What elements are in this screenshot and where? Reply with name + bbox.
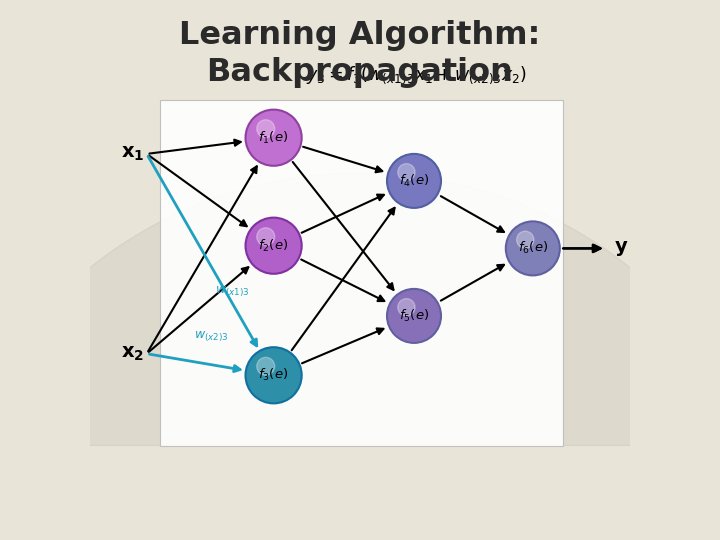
Circle shape [387,154,441,208]
Circle shape [397,164,415,181]
Text: $f_1(e)$: $f_1(e)$ [258,130,289,146]
Circle shape [517,231,534,248]
Circle shape [257,357,275,375]
Text: $f_3(e)$: $f_3(e)$ [258,367,289,383]
Text: $f_4(e)$: $f_4(e)$ [399,173,429,189]
Circle shape [257,228,275,246]
Text: $\mathbf{y}$: $\mathbf{y}$ [613,239,629,258]
Circle shape [387,289,441,343]
Text: $f_6(e)$: $f_6(e)$ [518,240,548,256]
Text: Backpropagation: Backpropagation [207,57,513,89]
Text: $f_5(e)$: $f_5(e)$ [399,308,429,324]
Text: Learning Algorithm:: Learning Algorithm: [179,19,541,51]
Text: $f_2(e)$: $f_2(e)$ [258,238,289,254]
Circle shape [257,120,275,138]
FancyBboxPatch shape [160,100,562,446]
Circle shape [246,110,302,166]
Circle shape [505,221,560,275]
Circle shape [246,218,302,274]
Text: $\mathbf{x_1}$: $\mathbf{x_1}$ [121,144,144,164]
Text: $\mathbf{x_2}$: $\mathbf{x_2}$ [121,344,144,363]
Text: $y_3 = f_3(w_{(x1)3}x_1 + w_{(x2)3}x_2)$: $y_3 = f_3(w_{(x1)3}x_1 + w_{(x2)3}x_2)$ [306,65,527,86]
Text: $w_{(x1)3}$: $w_{(x1)3}$ [215,285,250,299]
Circle shape [397,299,415,316]
Circle shape [246,347,302,403]
Text: $w_{(x2)3}$: $w_{(x2)3}$ [194,330,228,344]
